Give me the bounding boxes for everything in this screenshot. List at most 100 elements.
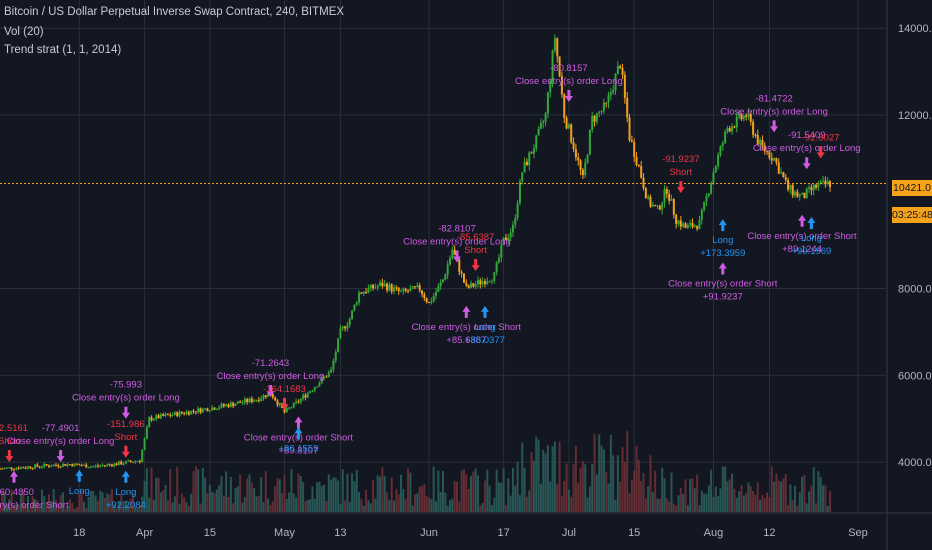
candle-body (738, 113, 741, 117)
volume-bar (57, 503, 60, 512)
volume-bar (602, 449, 605, 512)
candle-body (810, 187, 813, 191)
candle-body (619, 66, 622, 69)
candle-body (649, 196, 652, 207)
volume-bar (171, 502, 174, 512)
volume-bar (719, 488, 722, 512)
volume-bar (707, 485, 710, 512)
volume-bar (325, 501, 328, 512)
candle-body (141, 449, 144, 462)
short-signal: -85.6387 Short (457, 232, 494, 272)
candle-body (593, 116, 596, 122)
volume-bar (418, 486, 421, 512)
volume-bar (400, 474, 403, 512)
candle-body (518, 181, 521, 204)
down-arrow-icon (564, 89, 573, 102)
signal-label: Close entry(s) order Long (7, 436, 115, 447)
volume-bar (579, 467, 582, 512)
volume-bar (787, 505, 790, 512)
volume-bar (246, 478, 249, 512)
candle-body (150, 417, 153, 421)
volume-bar (635, 445, 638, 512)
volume-bar (8, 499, 11, 512)
candle-body (178, 411, 181, 417)
volume-bar (812, 467, 815, 512)
candle-body (227, 404, 230, 407)
candle-body (462, 273, 465, 283)
signal-label: +60.4850 (0, 487, 34, 498)
symbol-title[interactable]: Bitcoin / US Dollar Perpetual Inverse Sw… (4, 6, 345, 18)
candle-body (397, 287, 400, 292)
volume-bar (773, 481, 776, 512)
candle-body (17, 468, 20, 470)
candle-body (108, 464, 111, 466)
candle-body (686, 224, 689, 228)
candle-body (295, 401, 298, 403)
candle-body (504, 237, 507, 240)
volume-bar (668, 501, 671, 512)
candle-body (36, 464, 39, 467)
volume-bar (346, 473, 349, 512)
candle-body (780, 172, 783, 174)
candle-body (472, 283, 475, 287)
candle-body (432, 295, 435, 302)
volume-bar (656, 498, 659, 512)
volume-bar (805, 503, 808, 512)
candle-body (752, 121, 755, 135)
volume-bar (703, 493, 706, 512)
candle-body (92, 466, 95, 468)
candle-body (798, 194, 801, 197)
candle-body (257, 399, 260, 401)
down-arrow-icon (802, 157, 811, 170)
volume-bar (770, 466, 773, 512)
strategy-indicator-label[interactable]: Trend strat (1, 1, 2014) (4, 44, 122, 56)
volume-bar (752, 491, 755, 512)
short-signal: -151.986 Short (107, 419, 145, 458)
price-axis[interactable]: 4000.0 6000.0 8000.0 12000.0 14000.0 (886, 0, 932, 550)
volume-bar (239, 474, 242, 512)
candle-body (316, 386, 319, 388)
candle-body (579, 160, 582, 170)
volume-bar (96, 500, 99, 512)
volume-bar (658, 498, 661, 512)
candle-body (24, 467, 27, 469)
down-arrow-icon (121, 406, 130, 419)
volume-indicator-label[interactable]: Vol (20) (4, 26, 44, 38)
signal-label: Close entry(s) order Short (0, 500, 69, 511)
candle-body (201, 408, 204, 413)
candle-body (614, 74, 617, 91)
candle-body (640, 166, 643, 178)
candle-body (442, 279, 444, 283)
down-arrow-icon (266, 385, 275, 398)
volume-bar (756, 482, 759, 512)
time-axis[interactable]: 18 Apr 15 May 13 Jun 17 Jul 15 Aug 12 Sep (0, 512, 932, 539)
down-arrow-icon (5, 450, 14, 463)
candle-body (152, 419, 155, 421)
volume-bar (726, 481, 729, 512)
up-arrow-icon (9, 470, 18, 483)
candle-body (537, 128, 540, 136)
candle-body (26, 466, 29, 469)
volume-bar (826, 505, 829, 512)
volume-bar (122, 501, 125, 512)
candle-body (323, 376, 326, 378)
candle-body (546, 92, 549, 114)
signal-label: Short (669, 167, 692, 178)
candle-body (616, 66, 619, 75)
volume-bar (808, 491, 811, 512)
volume-bar (644, 498, 647, 512)
volume-bar (283, 475, 286, 512)
close-short-signal: Close entry(s) order Short +89.1244 (747, 214, 857, 255)
volume-bar (829, 491, 832, 512)
candle-body (38, 466, 41, 468)
candle-body (367, 288, 370, 293)
candle-body (155, 415, 158, 420)
long-signal: Long +92.2084 (106, 470, 146, 511)
volume-bar (52, 489, 55, 512)
candle-body (525, 161, 528, 166)
signal-label: Close entry(s) order Short (412, 322, 522, 333)
candle-body (402, 288, 405, 292)
volume-bar (353, 481, 356, 512)
candle-body (220, 403, 223, 408)
